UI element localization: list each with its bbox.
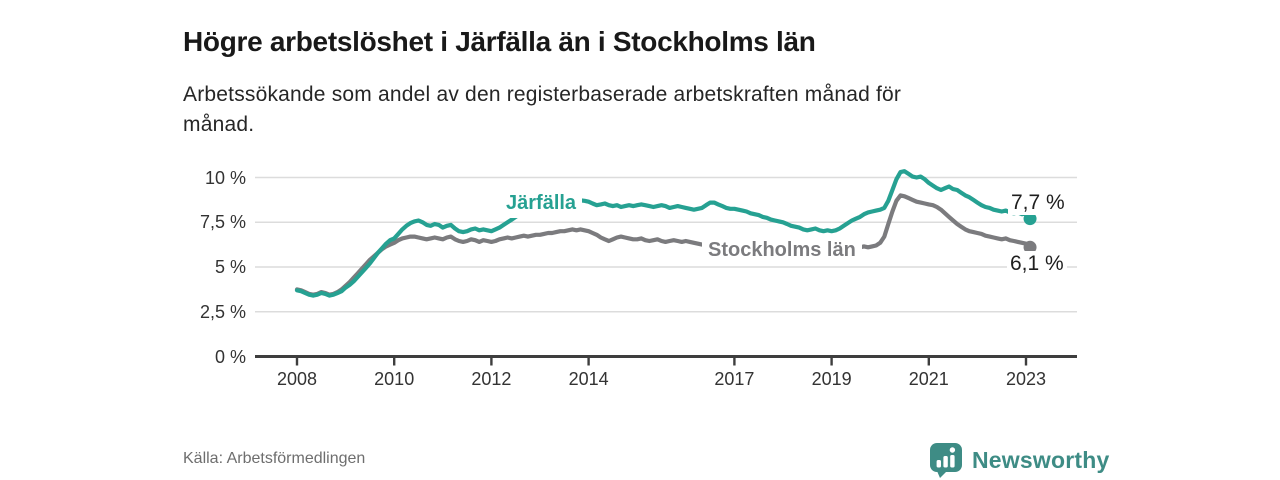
x-tick-label: 2012 xyxy=(471,369,512,389)
y-tick-label: 7,5 % xyxy=(199,212,246,233)
line-series-1 xyxy=(294,193,1033,297)
x-tick-label: 2019 xyxy=(811,369,852,389)
y-tick-label: 10 % xyxy=(204,167,246,188)
newsworthy-logo-icon xyxy=(930,443,962,478)
y-tick-label: 5 % xyxy=(214,257,246,277)
x-tick-label: 2021 xyxy=(908,369,949,389)
x-tick-label: 2014 xyxy=(568,369,609,389)
source-note: Källa: Arbetsförmedlingen xyxy=(183,450,366,467)
x-tick-label: 2017 xyxy=(714,369,755,389)
end-dot-series-1 xyxy=(1023,240,1037,254)
series-label-stockholms-lan: Stockholms län xyxy=(702,236,862,265)
x-tick-label: 2010 xyxy=(374,369,415,389)
chart-subtitle: Arbetssökande som andel av den registerb… xyxy=(183,83,902,136)
x-tick-label: 2008 xyxy=(276,369,318,389)
line-series-0 xyxy=(294,169,1033,298)
series-label-jarfalla: Järfälla xyxy=(500,189,583,218)
newsworthy-brand: Newsworthy xyxy=(929,442,1109,478)
end-value-jarfalla: 7,7 % xyxy=(1008,190,1068,215)
chart-title: Högre arbetslöshet i Järfälla än i Stock… xyxy=(183,25,816,57)
y-tick-label: 2,5 % xyxy=(199,301,246,322)
end-dot-series-0 xyxy=(1023,212,1037,226)
end-value-stockholms-lan: 6,1 % xyxy=(1007,251,1067,276)
newsworthy-wordmark: Newsworthy xyxy=(972,446,1110,473)
y-tick-label: 0 % xyxy=(214,346,246,367)
x-tick-label: 2023 xyxy=(1005,369,1047,389)
